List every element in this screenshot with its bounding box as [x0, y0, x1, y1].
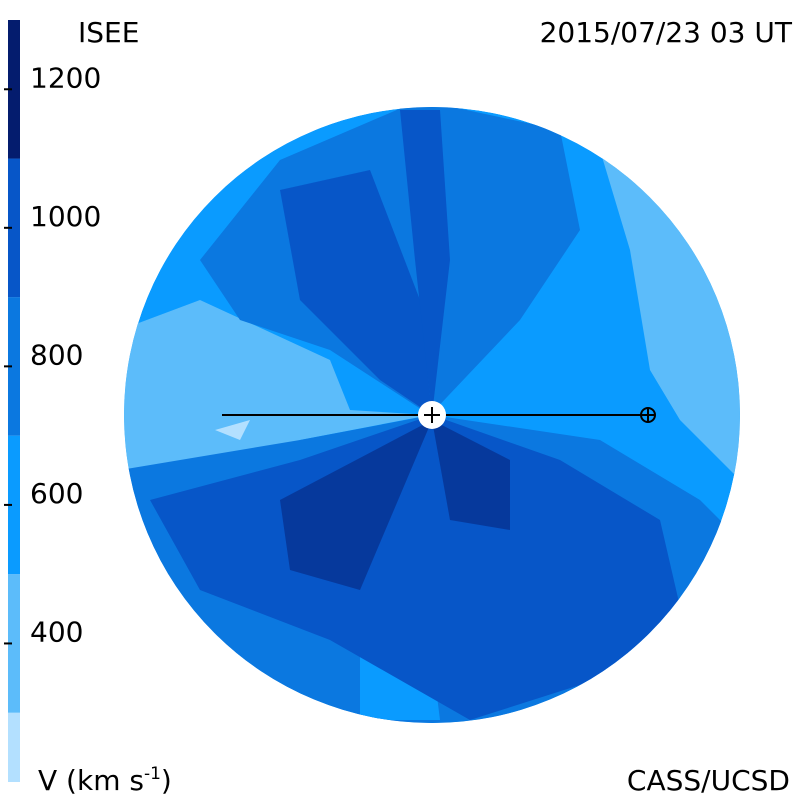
sun-marker: [424, 407, 440, 423]
colorbar-band: [8, 297, 20, 436]
footer: CASS/UCSD: [627, 764, 790, 797]
colorbar-band: [8, 574, 20, 713]
header-right: 2015/07/23 03 UT: [540, 16, 793, 49]
colorbar-tick-label: 1200: [30, 61, 101, 94]
velocity-disk: [124, 107, 740, 723]
label-sup: -1: [144, 764, 161, 784]
colorbar-tick-label: 800: [30, 338, 83, 371]
header-left: ISEE: [78, 16, 139, 49]
colorbar-tick-label: 400: [30, 615, 83, 648]
colorbar-band: [8, 435, 20, 575]
colorbar-band: [8, 20, 20, 159]
label-end: ): [161, 764, 172, 797]
label-main: V (km s: [38, 764, 144, 797]
earth-marker: [641, 408, 655, 422]
colorbar-band: [8, 712, 20, 782]
colorbar-band: [8, 158, 20, 298]
colorbar-label: V (km s-1): [38, 764, 172, 797]
colorbar-tick-label: 600: [30, 477, 83, 510]
colorbar-tick-label: 1000: [30, 200, 101, 233]
